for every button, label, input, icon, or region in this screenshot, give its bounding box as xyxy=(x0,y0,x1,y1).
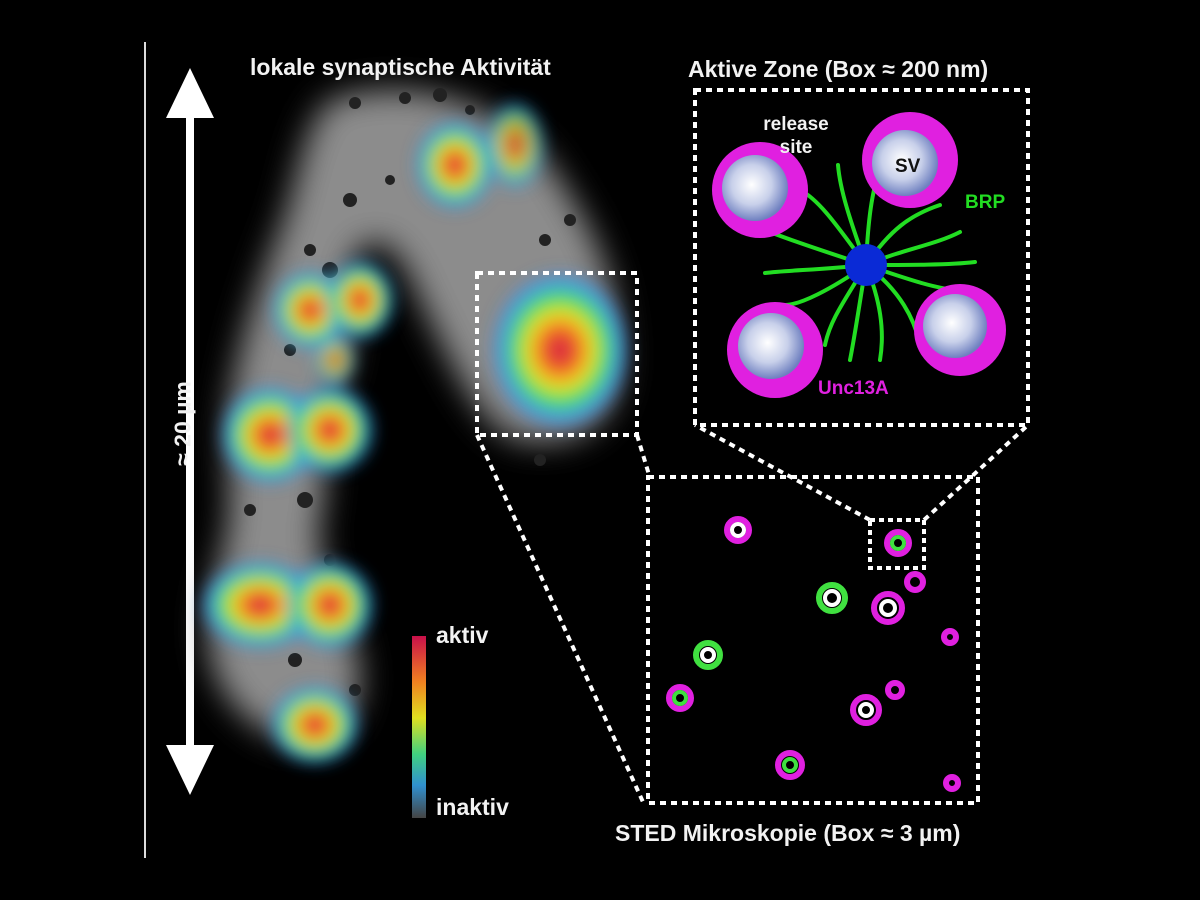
vesicle-bottomright xyxy=(914,284,1006,376)
release-site-label: release site xyxy=(763,114,829,158)
sv-label: SV xyxy=(895,156,921,177)
vesicle-bottomleft xyxy=(727,302,823,398)
vesicle-topright xyxy=(862,112,958,208)
az-connector-right xyxy=(922,423,1030,522)
activity-heatmap xyxy=(200,100,630,765)
title-active-zone: Aktive Zone (Box ≈ 200 nm) xyxy=(688,56,989,82)
zoom-box-sted xyxy=(868,518,926,570)
az-connector-left xyxy=(694,423,871,522)
colorbar-label-top: aktiv xyxy=(436,622,489,648)
colorbar-label-bottom: inaktiv xyxy=(436,794,509,820)
synaptic-puncta xyxy=(244,88,576,696)
unc13a-label: Unc13A xyxy=(818,378,889,399)
title-sted: STED Mikroskopie (Box ≈ 3 µm) xyxy=(615,820,961,846)
sted-rings xyxy=(666,516,961,792)
zoom-connector-right xyxy=(635,434,652,479)
brp-label: BRP xyxy=(965,192,1006,213)
zoom-box-heatmap xyxy=(475,271,639,437)
vesicle-topleft xyxy=(712,142,808,238)
scale-arrow xyxy=(166,68,214,795)
colorbar xyxy=(412,636,426,818)
active-zone-center xyxy=(845,244,887,286)
scale-label: ≈ 20 µm xyxy=(169,381,196,466)
title-local-activity: lokale synaptische Aktivität xyxy=(250,54,551,80)
zoom-connector-left xyxy=(475,434,645,803)
sted-box xyxy=(646,475,980,805)
